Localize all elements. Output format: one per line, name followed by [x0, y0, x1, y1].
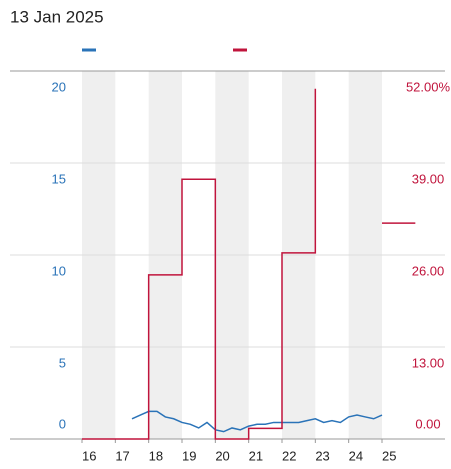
x-tick-label: 17 [115, 448, 129, 463]
x-tick-label: 22 [282, 448, 296, 463]
y-tick-label: 10 [52, 263, 66, 278]
y-tick-label: 20 [52, 79, 66, 94]
x-tick-label: 20 [215, 448, 229, 463]
x-tick-label: 24 [349, 448, 363, 463]
y-tick-label: 5 [59, 355, 66, 370]
x-tick-label: 21 [249, 448, 263, 463]
x-tick-label: 18 [149, 448, 163, 463]
series-line [131, 410, 383, 433]
y-tick-label: 15 [52, 171, 66, 186]
x-tick-label: 19 [182, 448, 196, 463]
y2-tick-label: 13.00 [412, 355, 445, 370]
y2-tick-label: 26.00 [412, 263, 445, 278]
y2-tick-label: 52.00% [406, 79, 451, 94]
y-tick-label: 0 [59, 416, 66, 431]
chart-title: 13 Jan 2025 [10, 7, 104, 26]
x-tick-label: 16 [82, 448, 96, 463]
x-tick-label: 23 [315, 448, 329, 463]
series-line [82, 88, 317, 440]
y2-tick-label: 39.00 [412, 171, 445, 186]
x-tick-label: 25 [382, 448, 396, 463]
y2-tick-label: 0.00 [415, 416, 440, 431]
